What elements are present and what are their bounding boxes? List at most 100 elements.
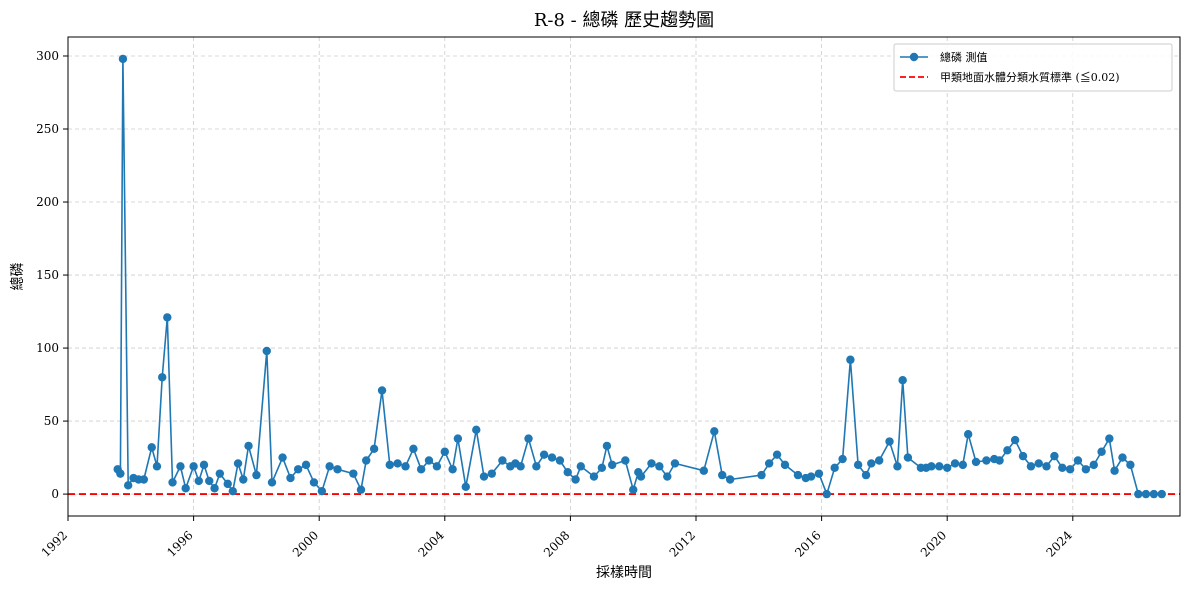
data-point	[409, 444, 418, 454]
data-point	[479, 472, 489, 481]
data-point	[861, 470, 871, 480]
data-point	[168, 478, 177, 487]
data-point	[621, 456, 630, 465]
data-point	[215, 469, 225, 478]
legend-label-measured: 總磷 測值	[940, 50, 988, 64]
data-point	[874, 456, 884, 465]
data-point	[123, 481, 133, 490]
data-point	[555, 456, 565, 465]
data-point	[725, 475, 735, 484]
data-point	[432, 462, 442, 471]
y-tick-label: 300	[36, 49, 59, 63]
data-point	[461, 482, 470, 491]
data-point	[830, 463, 839, 473]
data-point	[262, 346, 271, 356]
data-point	[814, 469, 824, 478]
data-point	[205, 476, 214, 486]
plot-frame	[67, 36, 1181, 517]
data-point	[1042, 462, 1051, 471]
data-point	[982, 456, 991, 465]
data-point	[1105, 434, 1114, 443]
data-point	[487, 469, 497, 478]
y-axis: 0 50 100 150 200 250 300	[36, 49, 68, 501]
legend-marker-measured	[909, 52, 919, 62]
data-point	[1073, 456, 1083, 465]
data-point	[1149, 489, 1159, 499]
data-point	[699, 466, 709, 475]
y-tick-label: 250	[36, 122, 59, 136]
data-point	[1050, 451, 1059, 461]
data-point	[244, 441, 253, 451]
data-point	[597, 463, 607, 473]
y-tick-label: 0	[51, 487, 59, 501]
data-point	[927, 462, 936, 471]
data-point	[1010, 435, 1020, 445]
data-point	[472, 425, 481, 435]
data-point	[710, 427, 719, 436]
data-point	[333, 465, 342, 474]
data-point	[995, 456, 1004, 465]
series-layer	[113, 54, 1166, 499]
data-point	[1134, 489, 1143, 499]
data-point	[958, 460, 968, 470]
data-point	[655, 462, 664, 471]
data-point	[764, 459, 774, 468]
data-point	[772, 450, 782, 459]
data-point	[317, 486, 327, 496]
data-point	[524, 434, 533, 443]
data-point	[629, 485, 638, 494]
data-point	[793, 470, 803, 480]
data-point	[867, 459, 876, 468]
data-point	[362, 456, 371, 465]
data-point	[547, 453, 557, 462]
legend-box	[893, 43, 1173, 92]
data-point	[1058, 463, 1067, 473]
data-point	[780, 460, 790, 470]
y-tick-label: 50	[44, 414, 59, 428]
data-point	[718, 470, 727, 480]
data-point	[663, 472, 672, 481]
data-point	[189, 462, 198, 471]
data-point	[286, 473, 295, 483]
data-point	[393, 459, 402, 468]
data-point	[349, 469, 358, 478]
data-point	[670, 459, 680, 468]
data-point	[147, 443, 156, 452]
data-point	[194, 476, 203, 486]
data-point	[239, 475, 248, 484]
chart-title: R-8 - 總磷 歷史趨勢圖	[534, 10, 714, 31]
data-point	[846, 355, 855, 364]
data-point	[589, 472, 599, 481]
data-point	[963, 430, 973, 439]
data-point	[325, 462, 334, 471]
data-point	[293, 465, 303, 474]
data-point	[1081, 465, 1091, 474]
data-point	[971, 457, 981, 467]
data-point	[885, 437, 894, 446]
data-point	[448, 465, 457, 474]
data-point	[893, 462, 902, 471]
data-point	[898, 375, 907, 385]
data-point	[935, 462, 944, 471]
data-point	[1065, 465, 1075, 474]
data-point	[118, 54, 128, 64]
data-point	[1141, 489, 1151, 499]
y-tick-label: 100	[36, 341, 59, 355]
y-axis-label: 總磷	[9, 263, 26, 291]
data-point	[636, 472, 646, 481]
data-point	[252, 470, 261, 480]
data-point	[1097, 447, 1106, 456]
data-point	[950, 459, 960, 468]
data-point	[1026, 462, 1036, 471]
data-point	[139, 475, 149, 484]
legend-label-standard: 甲類地面水體分類水質標準 (≦0.02)	[940, 70, 1120, 84]
data-point	[1003, 446, 1012, 455]
data-point	[210, 484, 219, 493]
data-point	[571, 475, 580, 484]
data-point	[223, 479, 232, 489]
data-point	[301, 460, 311, 470]
data-point	[416, 465, 426, 474]
data-point	[181, 484, 190, 493]
